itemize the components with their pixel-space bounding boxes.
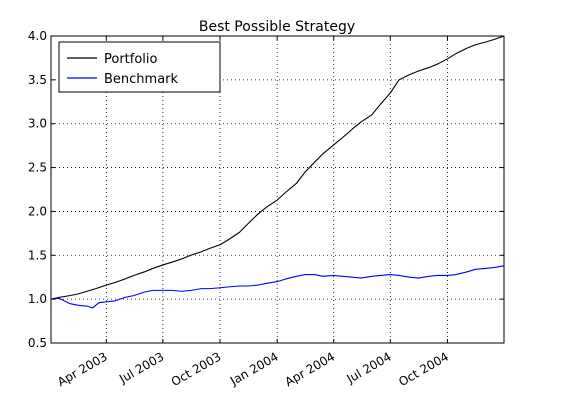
x-tick-label: Apr 2004	[282, 349, 337, 389]
y-tick-label: 3.0	[28, 117, 47, 131]
y-tick-label: 2.0	[28, 204, 47, 218]
y-tick-label: 0.5	[28, 336, 47, 350]
legend-label-benchmark: Benchmark	[104, 72, 179, 87]
y-tick-label: 1.5	[28, 248, 47, 262]
x-tick-label: Apr 2003	[55, 349, 110, 389]
legend-label-portfolio: Portfolio	[104, 52, 158, 67]
x-tick-label: Oct 2004	[396, 349, 451, 389]
y-tick-label: 1.0	[28, 292, 47, 306]
x-tick-label: Oct 2003	[169, 349, 224, 389]
legend-box	[58, 41, 221, 93]
legend: Portfolio Benchmark	[58, 41, 221, 93]
x-tick-label: Jul 2004	[344, 349, 394, 386]
chart-title: Best Possible Strategy	[199, 19, 355, 35]
series-layer	[50, 35, 505, 309]
series-line-portfolio	[50, 35, 505, 300]
y-tick-label: 4.0	[28, 29, 47, 43]
x-tick-label: Jan 2004	[227, 349, 281, 388]
series-line-benchmark	[50, 265, 505, 309]
y-tick-label: 2.5	[28, 161, 47, 175]
x-tick-label: Jul 2003	[116, 349, 166, 386]
y-tick-label: 3.5	[28, 73, 47, 87]
